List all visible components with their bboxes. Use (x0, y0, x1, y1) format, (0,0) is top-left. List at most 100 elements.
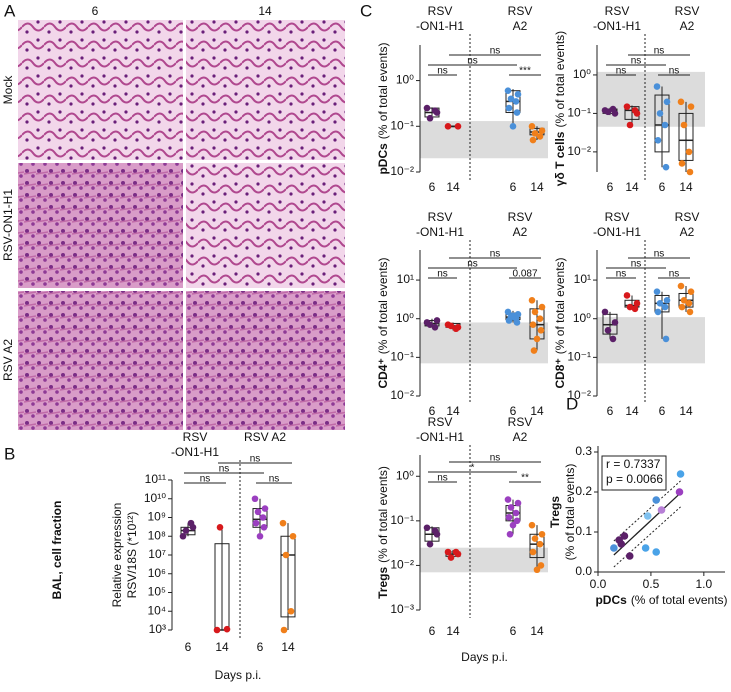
comparison-label: ns (200, 474, 211, 485)
side-label: BAL, cell fraction (50, 501, 64, 600)
comparison-label: ns (669, 269, 680, 280)
x-tick-label: 0.5 (643, 577, 660, 591)
confidence-band (613, 506, 681, 568)
y-axis-label: CD4⁺ (% of total events) (376, 257, 390, 388)
y-axis-label-unit: (% of total events) (376, 466, 390, 563)
data-point (538, 127, 546, 135)
confidence-band (613, 480, 681, 542)
data-point (538, 303, 546, 311)
data-point (663, 296, 671, 304)
y-tick-label: 0.3 (575, 444, 592, 458)
y-tick-label: 0.1 (575, 524, 592, 538)
histology-image (186, 163, 345, 288)
comparison-label: ** (521, 473, 529, 484)
data-point (426, 540, 434, 548)
data-point (506, 530, 514, 538)
x-axis-label: Days p.i. (461, 650, 508, 664)
data-point (680, 121, 688, 129)
data-point (280, 626, 288, 634)
histology-image (18, 20, 183, 160)
data-point (513, 517, 521, 525)
data-point (631, 305, 639, 313)
x-tick-label: 6 (607, 404, 614, 418)
data-point (641, 544, 650, 552)
data-point (187, 519, 195, 527)
x-tick-label: 14 (215, 640, 229, 654)
group-label: A2 (513, 430, 528, 444)
data-point (504, 496, 512, 503)
data-point (537, 327, 545, 334)
data-point (609, 105, 617, 113)
box (252, 508, 268, 528)
x-tick-label: 6 (429, 404, 436, 418)
data-point (533, 335, 541, 343)
y-tick-label: 10⁻² (567, 388, 591, 402)
comparison-label: ns (219, 464, 230, 475)
x-axis-label-bold: pDCs (595, 593, 627, 607)
y-tick-label: 10¹ (397, 272, 414, 286)
x-tick-label: 14 (625, 180, 639, 194)
y-tick-label: 10⁻³ (390, 602, 414, 616)
row-label: RSV A2 (1, 339, 15, 381)
x-tick-label: 0.0 (590, 577, 607, 591)
data-point (680, 296, 688, 304)
x-tick-label: 14 (281, 640, 295, 654)
comparison-label: ns (669, 66, 680, 77)
data-point (633, 300, 641, 307)
comparison-label: ns (616, 269, 627, 280)
x-tick-label: 6 (429, 624, 436, 638)
group-label: RSV (183, 430, 208, 444)
data-point (433, 317, 441, 324)
data-point (625, 552, 634, 560)
group-label: A2 (513, 19, 528, 33)
y-tick-label: 10¹ (574, 272, 591, 286)
y-tick-label: 10⁻¹ (567, 106, 591, 120)
data-point (653, 288, 661, 296)
group-label: A2 (680, 19, 695, 33)
y-axis-label: γδ T cells (% of total events) (553, 31, 567, 186)
comparison-label: ns (467, 259, 478, 270)
data-point (675, 488, 684, 496)
data-point (623, 103, 631, 110)
data-point (685, 148, 693, 156)
comparison-label: ns (250, 454, 261, 465)
histology-image (186, 291, 345, 430)
y-tick-label: 10⁰ (396, 468, 414, 482)
y-tick-label: 10⁷ (148, 547, 166, 561)
group-label: RSV (675, 210, 700, 224)
comparison-label: ns (437, 473, 448, 484)
data-point (604, 108, 612, 116)
data-point (512, 98, 520, 105)
histology-grid (18, 20, 345, 430)
y-axis-label: RSV/18S (*10¹²) (125, 512, 139, 599)
data-point (536, 133, 544, 140)
y-tick-label: 10¹⁰ (144, 491, 166, 505)
data-point (223, 625, 231, 633)
data-point (661, 303, 669, 311)
group-label: RSV (605, 4, 630, 18)
data-point (610, 544, 618, 552)
y-tick-label: 10⁻² (390, 558, 414, 572)
data-point (289, 532, 297, 540)
x-tick-label: 14 (446, 624, 460, 638)
data-point (509, 122, 517, 130)
data-point (509, 521, 517, 529)
y-tick-label: 10⁸ (148, 528, 166, 542)
y-axis-label: Tregs (% of total events) (376, 466, 390, 599)
data-point (529, 136, 537, 144)
data-point (626, 121, 634, 129)
data-point (662, 163, 670, 171)
group-label: -ON1-H1 (416, 19, 464, 33)
data-point (661, 121, 669, 129)
panel-letter: C (360, 1, 372, 20)
data-point (514, 499, 522, 507)
x-tick-label: 6 (429, 180, 436, 194)
x-tick-label: 14 (530, 624, 544, 638)
comparison-label: ns (654, 249, 665, 260)
data-point (423, 524, 431, 532)
comparison-label: ns (654, 46, 665, 57)
data-point (609, 335, 617, 343)
x-tick-label: 6 (510, 404, 517, 418)
group-label: RSV (508, 415, 533, 429)
